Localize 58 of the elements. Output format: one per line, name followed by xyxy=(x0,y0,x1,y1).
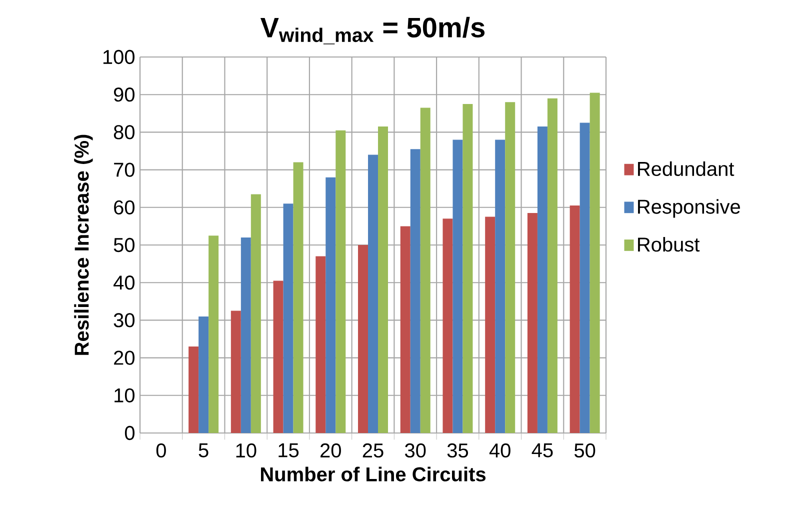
y-tick-label: 10 xyxy=(114,388,134,402)
bar xyxy=(240,237,251,433)
bar xyxy=(283,204,294,433)
bar xyxy=(410,149,420,433)
y-tick-label: 60 xyxy=(114,200,134,214)
y-tick-label: 90 xyxy=(114,88,134,102)
legend-label: Robust xyxy=(638,236,700,252)
bar xyxy=(547,98,558,433)
bar xyxy=(336,130,346,433)
x-tick-label: 30 xyxy=(405,443,426,458)
bar xyxy=(537,126,548,433)
y-tick-label: 40 xyxy=(114,276,134,290)
bar xyxy=(358,245,368,433)
y-tick-label: 30 xyxy=(114,313,134,328)
x-tick-label: 25 xyxy=(362,443,384,458)
y-tick-label: 80 xyxy=(114,125,134,140)
bar xyxy=(326,177,336,433)
x-tick-label: 45 xyxy=(532,443,553,458)
bar xyxy=(505,102,516,433)
bar xyxy=(442,218,453,433)
bar xyxy=(208,236,219,433)
x-axis-title: Number of Line Circuits xyxy=(261,466,486,482)
x-tick-label: 15 xyxy=(278,443,299,458)
x-tick-label: 0 xyxy=(156,443,166,458)
y-tick-label: 0 xyxy=(124,426,134,440)
bar xyxy=(590,92,600,433)
bar xyxy=(368,154,378,433)
x-tick-label: 40 xyxy=(489,443,510,458)
bar xyxy=(198,316,209,433)
x-tick-label: 20 xyxy=(320,443,341,458)
y-tick-label: 20 xyxy=(114,350,134,365)
bar xyxy=(316,256,326,433)
bar xyxy=(452,140,463,433)
y-tick-label: 50 xyxy=(114,238,134,252)
y-tick-label: 70 xyxy=(114,162,134,177)
y-tick-label: 100 xyxy=(103,50,134,64)
bar xyxy=(250,194,261,433)
bar xyxy=(273,280,284,433)
legend-label: Responsive xyxy=(638,199,740,218)
bar xyxy=(570,206,580,433)
x-tick-label: 10 xyxy=(236,443,256,458)
legend-label: Redundant xyxy=(638,161,734,176)
bar xyxy=(188,346,199,433)
bar xyxy=(462,104,473,433)
bar xyxy=(580,122,590,433)
chart-title: V$_{wind_max}$ = 50m/s xyxy=(260,16,485,44)
bar xyxy=(420,108,430,433)
bar xyxy=(230,310,241,433)
y-axis-title: Resilience Increase (%) xyxy=(74,134,93,355)
bar xyxy=(495,140,506,433)
bar xyxy=(378,126,388,433)
bar xyxy=(485,216,496,433)
bar xyxy=(293,162,304,433)
bar xyxy=(527,213,538,433)
x-tick-label: 35 xyxy=(447,443,468,458)
x-tick-label: 50 xyxy=(574,443,596,458)
bar xyxy=(400,226,410,433)
x-tick-label: 5 xyxy=(198,443,208,458)
